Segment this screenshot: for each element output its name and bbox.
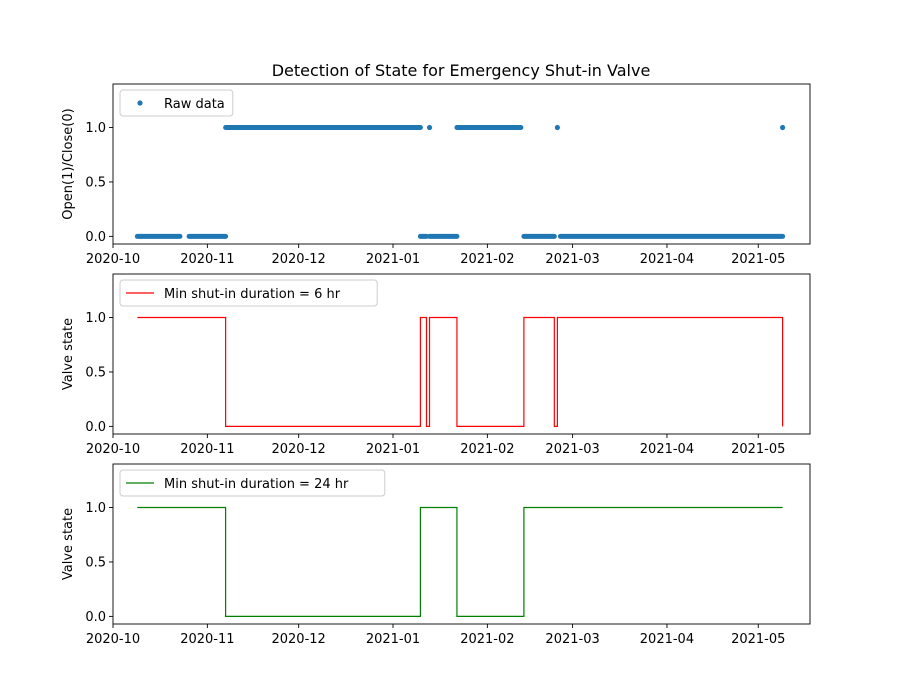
series-1 xyxy=(134,124,786,239)
x-tick-label: 2021-02 xyxy=(460,632,514,647)
y-tick-label: 0.0 xyxy=(85,610,106,625)
y-tick-label: 0.0 xyxy=(85,230,106,245)
legend-label: Min shut-in duration = 6 hr xyxy=(164,287,341,302)
y-tick-label: 0.5 xyxy=(85,365,106,380)
x-tick-label: 2020-10 xyxy=(86,442,140,457)
x-tick-label: 2021-03 xyxy=(545,442,599,457)
legend-marker xyxy=(137,100,143,106)
x-tick-label: 2021-02 xyxy=(460,252,514,267)
x-tick-label: 2020-10 xyxy=(86,252,140,267)
y-axis-label: Open(1)/Close(0) xyxy=(61,108,76,219)
legend: Min shut-in duration = 24 hr xyxy=(119,469,386,497)
y-axis-label: Valve state xyxy=(61,508,76,580)
x-tick-label: 2021-01 xyxy=(366,632,420,647)
legend: Raw data xyxy=(119,89,234,117)
raw-data-point xyxy=(780,124,786,131)
axes-frame xyxy=(112,463,811,625)
series-1 xyxy=(137,506,783,617)
x-tick-label: 2020-11 xyxy=(180,632,234,647)
y-axis-label: Valve state xyxy=(61,318,76,390)
x-tick-label: 2021-05 xyxy=(731,632,785,647)
y-tick-label: 0.5 xyxy=(85,175,106,190)
x-tick-label: 2020-12 xyxy=(271,442,325,457)
y-tick-label: 0.5 xyxy=(85,555,106,570)
x-tick-label: 2021-05 xyxy=(731,442,785,457)
y-tick-label: 1.0 xyxy=(85,501,106,516)
legend: Min shut-in duration = 6 hr xyxy=(119,279,378,307)
legend-box xyxy=(119,279,378,307)
x-tick-label: 2021-04 xyxy=(640,442,694,457)
x-tick-label: 2021-03 xyxy=(545,252,599,267)
x-tick-label: 2021-05 xyxy=(731,252,785,267)
x-tick-label: 2020-12 xyxy=(271,252,325,267)
x-tick-label: 2021-02 xyxy=(460,442,514,457)
raw-data-point xyxy=(426,124,433,131)
axes-frame xyxy=(112,83,811,245)
valve-state-line xyxy=(137,316,784,427)
x-tick-label: 2020-10 xyxy=(86,632,140,647)
chart-panel-3: 2020-10 2020-11 2020-12 2021-01 2021-02 2021-… xyxy=(61,463,811,647)
x-tick-label: 2020-12 xyxy=(271,632,325,647)
legend-box xyxy=(119,89,234,117)
x-tick-label: 2021-01 xyxy=(366,442,420,457)
y-tick-label: 0.0 xyxy=(85,420,106,435)
x-tick-label: 2021-01 xyxy=(366,252,420,267)
valve-state-line xyxy=(137,506,783,617)
axes-frame xyxy=(112,273,811,435)
chart-panel-2: 2020-10 2020-11 2020-12 2021-01 2021-02 2021-… xyxy=(61,273,811,457)
x-tick-label: 2020-11 xyxy=(180,252,234,267)
x-tick-label: 2021-03 xyxy=(545,632,599,647)
x-tick-label: 2021-04 xyxy=(640,632,694,647)
legend-box xyxy=(119,469,386,497)
y-tick-label: 1.0 xyxy=(85,121,106,136)
legend-label: Raw data xyxy=(164,97,225,112)
x-tick-label: 2021-04 xyxy=(640,252,694,267)
legend-label: Min shut-in duration = 24 hr xyxy=(164,477,349,492)
y-tick-label: 1.0 xyxy=(85,311,106,326)
x-tick-label: 2020-11 xyxy=(180,442,234,457)
chart-title: Detection of State for Emergency Shut-in… xyxy=(272,61,651,80)
series-1 xyxy=(137,316,784,427)
chart-panel-1: 2020-10 2020-11 2020-12 2021-01 2021-02 2021-… xyxy=(61,83,811,267)
raw-data-point xyxy=(554,124,560,131)
